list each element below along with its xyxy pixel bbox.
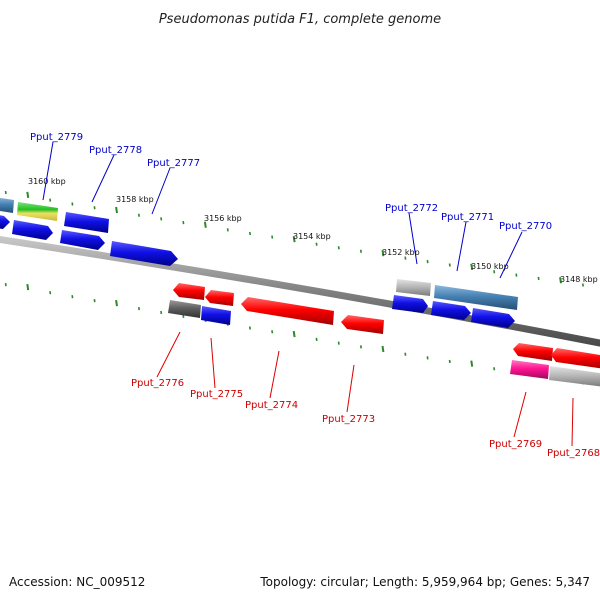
tick-label-3160: 3160 kbp	[28, 177, 66, 186]
tick-marks-outer	[4, 190, 584, 287]
cds-forward-2[interactable]	[60, 230, 105, 250]
cds-reverse-4[interactable]	[341, 315, 384, 334]
label-leaders-forward	[42, 141, 523, 279]
tick-major-outer	[115, 206, 118, 214]
cds-forward-6[interactable]	[471, 308, 515, 328]
gene-label-pput-2773[interactable]: Pput_2773	[322, 414, 375, 425]
cds-reverse-5[interactable]	[513, 343, 553, 361]
feature-blue-top-pput-2778[interactable]	[64, 212, 109, 233]
tick-major-outer	[26, 191, 30, 199]
forward-cds-track	[0, 214, 515, 328]
cds-reverse-2[interactable]	[205, 290, 234, 306]
gene-label-pput-2776[interactable]: Pput_2776	[131, 378, 184, 389]
cds-reverse-3[interactable]	[241, 297, 334, 325]
leader-pput-2775	[210, 337, 216, 389]
gene-label-pput-2777[interactable]: Pput_2777	[147, 158, 200, 169]
feature-track-inner	[168, 300, 600, 387]
leader-pput-2776	[156, 331, 181, 378]
tick-label-3156: 3156 kbp	[204, 214, 242, 223]
gene-label-pput-2775[interactable]: Pput_2775	[190, 389, 243, 400]
cds-forward-5[interactable]	[431, 301, 471, 320]
tick-major-inner	[470, 360, 474, 367]
tick-major-outer	[381, 250, 385, 257]
feature-grey-pput-2768[interactable]	[549, 366, 600, 387]
cds-blue-pput-2775[interactable]	[201, 306, 231, 325]
tick-major-outer	[203, 221, 207, 228]
gene-label-pput-2774[interactable]: Pput_2774	[245, 400, 298, 411]
cds-forward-1[interactable]	[12, 220, 53, 240]
tick-major-inner	[292, 330, 296, 338]
tick-label-3158: 3158 kbp	[116, 195, 154, 204]
feature-grey-pput-2772[interactable]	[396, 279, 431, 296]
tick-major-outer	[559, 277, 562, 284]
tick-major-inner	[26, 284, 30, 291]
genome-summary-text: Topology: circular; Length: 5,959,964 bp…	[259, 575, 590, 589]
tick-label-3154: 3154 kbp	[293, 232, 331, 241]
gene-label-pput-2779[interactable]: Pput_2779	[30, 132, 83, 143]
label-leaders-reverse	[156, 331, 574, 447]
genome-backbone	[0, 235, 600, 347]
gene-label-pput-2769[interactable]: Pput_2769	[489, 439, 542, 450]
leader-pput-2777	[151, 167, 171, 215]
feature-steelblue-left[interactable]	[0, 197, 14, 213]
tick-major-outer	[470, 263, 474, 271]
leader-pput-2779	[42, 141, 54, 201]
leader-pput-2768	[571, 397, 574, 447]
cds-forward-left-edge[interactable]	[0, 214, 10, 229]
tick-label-3152: 3152 kbp	[382, 248, 420, 257]
tick-major-outer	[292, 235, 296, 243]
leader-pput-2769	[513, 391, 527, 438]
tick-label-3150: 3150 kbp	[471, 262, 509, 271]
gene-label-pput-2771[interactable]: Pput_2771	[441, 212, 494, 223]
tick-labels: 3160 kbp 3158 kbp 3156 kbp 3154 kbp 3152…	[28, 177, 598, 284]
cds-reverse-6[interactable]	[551, 348, 600, 369]
gene-labels-reverse: Pput_2776 Pput_2775 Pput_2774 Pput_2773 …	[131, 378, 600, 459]
reverse-cds-track	[173, 283, 600, 369]
cds-reverse-1[interactable]	[173, 283, 205, 300]
leader-pput-2770	[499, 231, 523, 279]
map-title: Pseudomonas putida F1, complete genome	[159, 12, 441, 27]
feature-green-pput-2779[interactable]	[17, 202, 58, 221]
gene-label-pput-2768[interactable]: Pput_2768	[547, 448, 600, 459]
gene-labels-forward: Pput_2779 Pput_2778 Pput_2777 Pput_2772 …	[30, 132, 552, 232]
backbone-track	[0, 235, 600, 347]
tick-label-3148: 3148 kbp	[560, 275, 598, 284]
gene-label-pput-2778[interactable]: Pput_2778	[89, 145, 142, 156]
leader-pput-2774	[269, 350, 280, 399]
feature-track-outer	[0, 197, 518, 310]
gene-label-pput-2770[interactable]: Pput_2770	[499, 221, 552, 232]
tick-major-inner	[115, 299, 118, 307]
leader-pput-2778	[91, 154, 115, 203]
cds-forward-3[interactable]	[110, 241, 178, 266]
feature-darkgrey-pput-2776[interactable]	[168, 300, 201, 318]
gene-label-pput-2772[interactable]: Pput_2772	[385, 203, 438, 214]
leader-pput-2773	[346, 364, 355, 413]
leader-pput-2772	[408, 212, 418, 265]
feature-pink-pput-2769[interactable]	[510, 360, 549, 379]
feature-steelblue-pput-2771[interactable]	[434, 285, 518, 310]
accession-text: Accession: NC_009512	[9, 575, 145, 589]
cds-forward-4[interactable]	[392, 295, 428, 313]
leader-pput-2771	[456, 221, 467, 272]
tick-major-inner	[381, 345, 385, 353]
